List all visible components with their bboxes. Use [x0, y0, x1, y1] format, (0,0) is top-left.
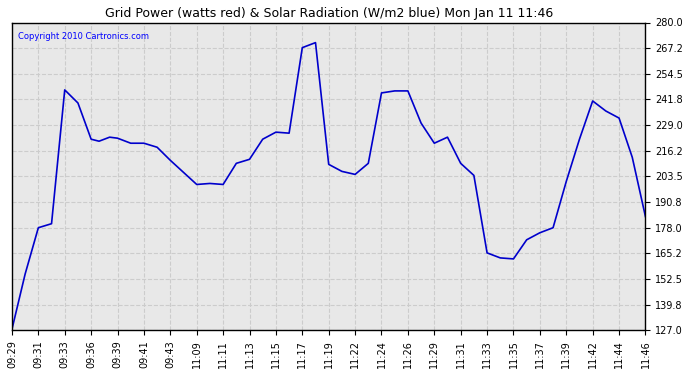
Title: Grid Power (watts red) & Solar Radiation (W/m2 blue) Mon Jan 11 11:46: Grid Power (watts red) & Solar Radiation…: [105, 7, 553, 20]
Text: Copyright 2010 Cartronics.com: Copyright 2010 Cartronics.com: [18, 32, 149, 41]
